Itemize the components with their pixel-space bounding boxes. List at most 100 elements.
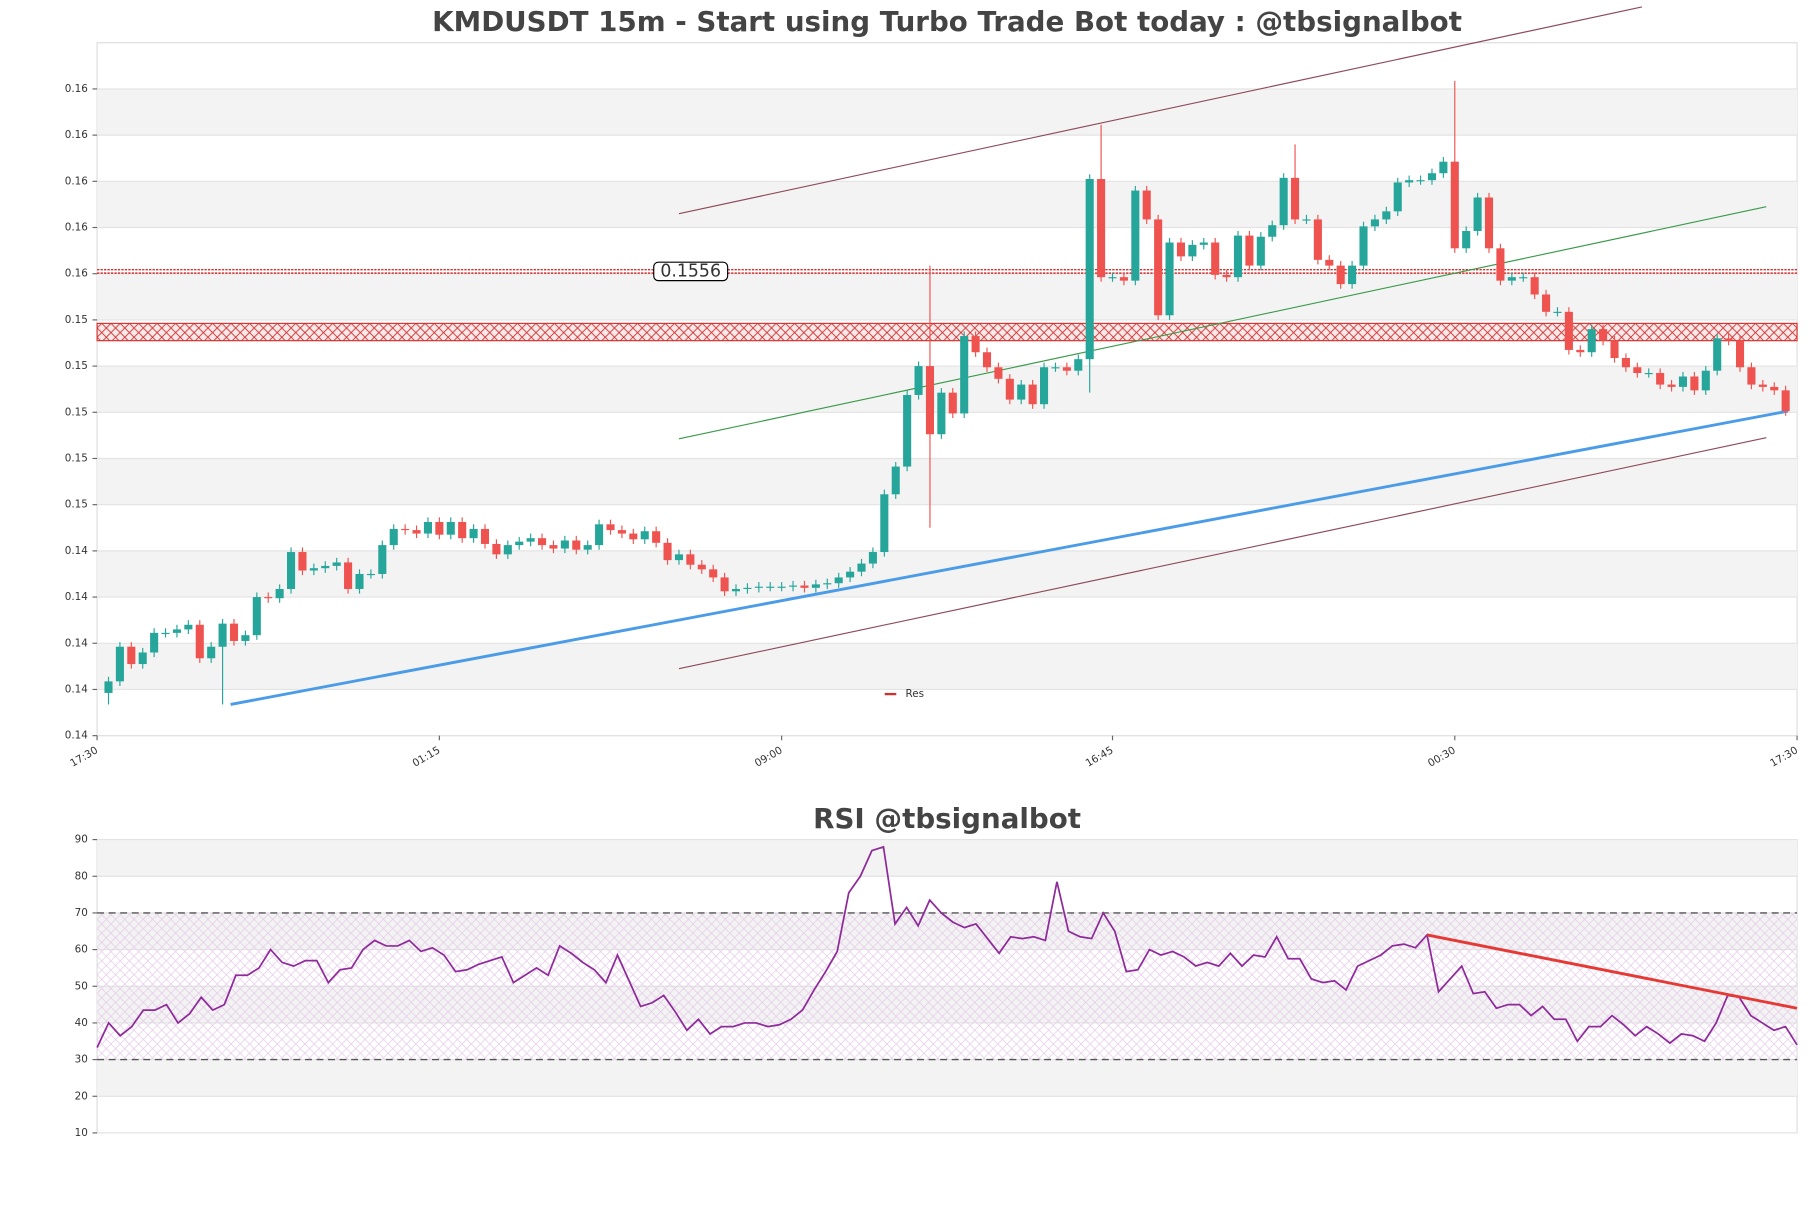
candle-body: [697, 564, 706, 570]
candle-body: [960, 336, 969, 414]
candle-body: [503, 545, 512, 555]
band: [97, 458, 1798, 505]
candle-body: [287, 552, 296, 589]
candle-body: [1302, 219, 1311, 221]
y-tick-label: 60: [75, 944, 88, 956]
candle-body: [880, 494, 889, 553]
candle-body: [1724, 338, 1733, 341]
candle-body: [709, 569, 718, 578]
y-tick-label: 0.16: [65, 222, 88, 234]
band: [97, 366, 1798, 413]
candle-body: [1735, 340, 1745, 368]
candle-body: [1667, 384, 1676, 387]
x-tick-label: 17:30: [68, 744, 100, 769]
candle-body: [241, 635, 250, 641]
candle-body: [1165, 242, 1174, 316]
candle-body: [1291, 177, 1300, 220]
y-tick-label: 0.14: [65, 730, 88, 742]
candle-body: [1313, 219, 1322, 260]
resistance-label: 0.1556: [660, 261, 721, 281]
y-tick-label: 0.16: [65, 268, 88, 280]
candle-body: [1279, 177, 1288, 226]
candle-body: [560, 540, 569, 549]
candle-body: [229, 623, 239, 641]
candle-body: [1245, 235, 1254, 266]
y-tick-label: 30: [75, 1054, 88, 1066]
candle-body: [138, 652, 147, 665]
trend-line: [678, 437, 1767, 670]
band: [97, 273, 1798, 320]
candle-body: [1678, 376, 1688, 387]
candle-body: [903, 394, 912, 467]
candle-body: [469, 528, 478, 539]
candle-body: [1211, 242, 1220, 275]
chart-title: RSI @tbsignalbot: [813, 802, 1081, 835]
candle-body: [1142, 190, 1151, 220]
candle-body: [1108, 277, 1117, 279]
candle-body: [492, 543, 501, 555]
band: [97, 1059, 1798, 1097]
y-tick-label: 20: [75, 1090, 88, 1102]
candle-body: [1131, 190, 1140, 281]
candle-body: [1656, 373, 1665, 385]
y-tick-label: 70: [75, 907, 88, 919]
candle-body: [1758, 384, 1767, 387]
x-tick-label: 17:30: [1768, 744, 1800, 769]
y-tick-label: 50: [75, 980, 88, 992]
y-tick-label: 90: [75, 834, 88, 846]
y-tick-label: 10: [75, 1127, 88, 1139]
y-tick-label: 0.14: [65, 683, 88, 695]
candle-body: [264, 597, 273, 599]
candle-body: [1770, 386, 1779, 391]
candle-body: [423, 522, 432, 534]
candle-body: [595, 524, 604, 546]
candle-body: [1564, 311, 1573, 350]
trend-line: [230, 409, 1789, 706]
candle-body: [1119, 277, 1128, 281]
candle-body: [1040, 367, 1049, 405]
candle-body: [629, 533, 638, 540]
candle-body: [1097, 179, 1106, 278]
y-tick-label: 80: [75, 870, 88, 882]
candle-body: [1062, 367, 1071, 371]
candle-body: [1348, 265, 1357, 285]
candle-body: [754, 586, 763, 588]
candle-body: [720, 577, 729, 592]
candle-body: [800, 585, 809, 588]
candle-body: [1028, 384, 1037, 405]
candle-body: [298, 552, 307, 571]
candle-body: [1074, 359, 1083, 371]
candle-body: [982, 352, 992, 368]
candle-body: [1553, 311, 1562, 313]
candle-body: [743, 587, 752, 589]
y-tick-label: 0.16: [65, 175, 88, 187]
candle-body: [1188, 244, 1197, 257]
candle-body: [1473, 197, 1482, 231]
candle-body: [583, 545, 592, 550]
candle-body: [1496, 248, 1505, 281]
candle-body: [275, 588, 284, 599]
y-tick-label: 0.15: [65, 406, 88, 418]
candle-body: [1621, 358, 1630, 368]
candle-body: [172, 629, 181, 633]
candle-body: [1336, 265, 1345, 285]
candle-body: [971, 336, 980, 353]
candle-body: [777, 586, 786, 588]
y-tick-label: 0.14: [65, 637, 88, 649]
x-tick-label: 16:45: [1084, 744, 1116, 769]
candle-body: [1701, 370, 1710, 391]
candle-body: [115, 646, 124, 682]
y-tick-label: 0.15: [65, 452, 88, 464]
candle-body: [526, 538, 535, 542]
candle-body: [378, 545, 387, 574]
candle-body: [480, 528, 490, 544]
candle-body: [1359, 226, 1368, 266]
candle-body: [1542, 294, 1551, 312]
candle-body: [309, 568, 318, 571]
candle-body: [914, 366, 923, 395]
y-tick-label: 40: [75, 1017, 88, 1029]
candle-body: [355, 573, 364, 589]
candle-body: [640, 531, 649, 540]
candle-body: [1610, 340, 1619, 359]
candle-body: [195, 624, 204, 659]
